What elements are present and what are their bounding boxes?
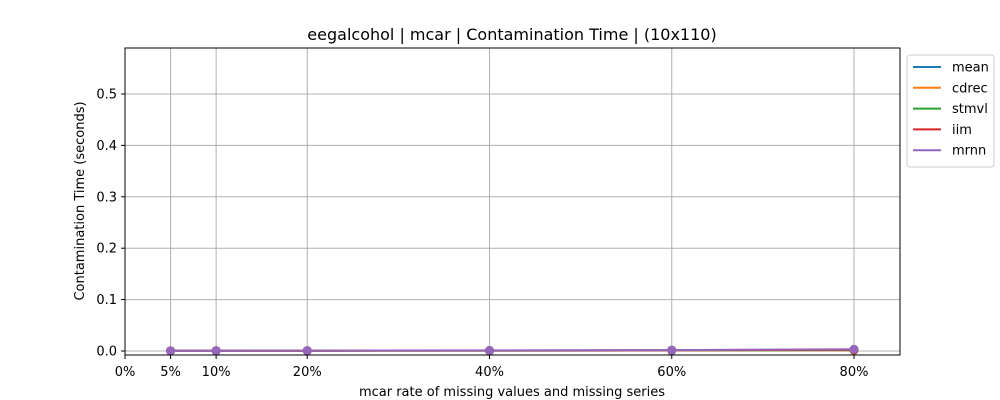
x-tick-label: 5% — [160, 365, 181, 380]
series-line-mrnn — [170, 348, 855, 352]
legend-label-iim: iim — [952, 123, 972, 138]
y-axis-label: Contamination Time (seconds) — [73, 101, 88, 300]
legend-label-stmvl: stmvl — [952, 102, 988, 117]
x-tick-label: 60% — [657, 365, 686, 380]
y-tick-label: 0.1 — [96, 293, 117, 308]
x-axis-label: mcar rate of missing values and missing … — [359, 385, 665, 400]
data-point-mrnn — [849, 344, 859, 354]
data-point-mrnn — [166, 346, 176, 356]
axis-ticks: 0% 5% 10% 20% 40% 60% 80% 0.0 0.1 0.2 0.3 0.4 0.5 — [96, 88, 868, 381]
y-tick-label: 0.4 — [96, 139, 117, 154]
y-tick-label: 0.0 — [96, 345, 117, 360]
y-tick-label: 0.3 — [96, 190, 117, 205]
data-point-mrnn — [667, 345, 677, 355]
legend-box — [906, 54, 995, 168]
x-tick-label: 10% — [202, 365, 231, 380]
x-tick-label: 40% — [475, 365, 504, 380]
grid-lines — [124, 48, 900, 355]
data-point-mrnn — [211, 346, 221, 356]
legend-label-mean: mean — [952, 61, 989, 76]
x-tick-label: 80% — [840, 365, 869, 380]
x-tick-label: 0% — [115, 365, 136, 380]
legend-label-mrnn: mrnn — [952, 144, 986, 159]
y-tick-label: 0.5 — [96, 88, 117, 103]
legend-label-cdrec: cdrec — [952, 81, 988, 96]
y-tick-label: 0.2 — [96, 242, 117, 257]
x-tick-label: 20% — [293, 365, 322, 380]
legend: mean cdrec stmvl iim mrnn — [906, 54, 995, 168]
chart-title: eegalcohol | mcar | Contamination Time |… — [307, 25, 716, 44]
series-lines — [166, 344, 859, 356]
data-point-mrnn — [302, 346, 312, 356]
plot-frame — [124, 47, 901, 356]
data-point-mrnn — [485, 345, 494, 355]
